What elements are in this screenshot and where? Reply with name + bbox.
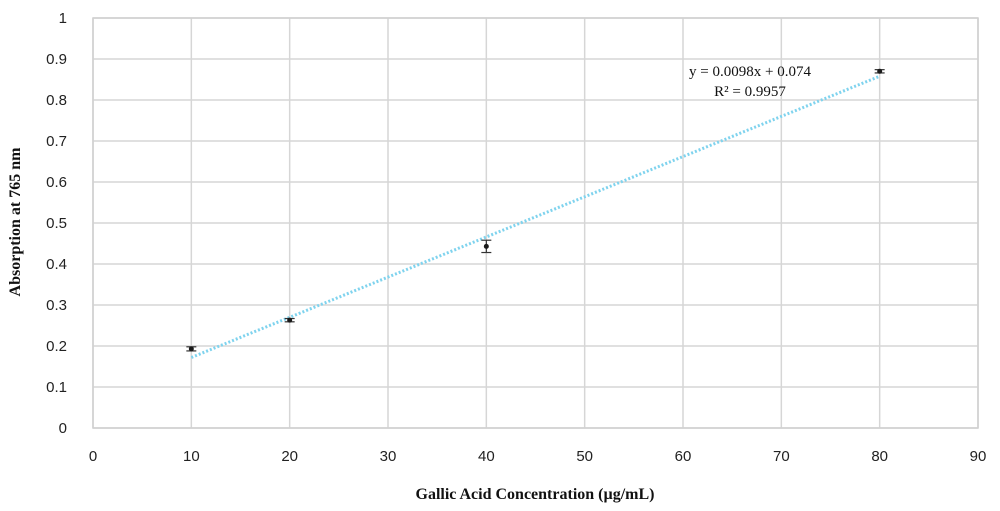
x-tick-label: 0 [89,448,97,465]
data-point [284,317,295,323]
axes [92,17,979,429]
point-marker [188,346,194,352]
y-tick-label: 1 [59,10,67,27]
x-tick-label: 70 [773,448,790,465]
y-tick-label: 0.2 [46,338,67,355]
x-tick-label: 50 [576,448,593,465]
y-tick-label: 0.5 [46,215,67,232]
y-tick-label: 0.4 [46,256,67,273]
point-marker [483,243,489,249]
x-tick-label: 80 [871,448,888,465]
data-point [186,346,197,352]
grid [92,17,979,429]
trendline-equation: y = 0.0098x + 0.074 [689,64,811,80]
trendline-group [190,74,881,359]
x-tick-label: 60 [675,448,692,465]
y-tick-label: 0.7 [46,133,67,150]
point-marker [287,317,293,323]
y-tick-labels: 0 0.1 0.2 0.3 0.4 0.5 0.6 0.7 0.8 0.9 1 [46,10,67,437]
x-tick-label: 10 [183,448,200,465]
point-marker [877,68,883,74]
y-tick-label: 0.8 [46,92,67,109]
data-points [186,68,885,352]
x-tick-labels: 0 10 20 30 40 50 60 70 80 90 [89,448,987,465]
y-tick-label: 0 [59,420,67,437]
x-tick-label: 20 [281,448,298,465]
x-tick-label: 30 [380,448,397,465]
x-tick-label: 40 [478,448,495,465]
y-tick-label: 0.1 [46,379,67,396]
x-axis-title: Gallic Acid Concentration (µg/mL) [416,486,655,503]
plot-border [92,17,979,429]
trendline-r-squared: R² = 0.9957 [714,84,786,100]
y-tick-label: 0.3 [46,297,67,314]
trendline [190,74,881,359]
data-point [874,68,885,74]
y-tick-label: 0.6 [46,174,67,191]
data-point [481,239,492,254]
y-tick-label: 0.9 [46,51,67,68]
x-tick-label: 90 [970,448,987,465]
y-axis-title: Absorption at 765 nm [7,147,24,297]
